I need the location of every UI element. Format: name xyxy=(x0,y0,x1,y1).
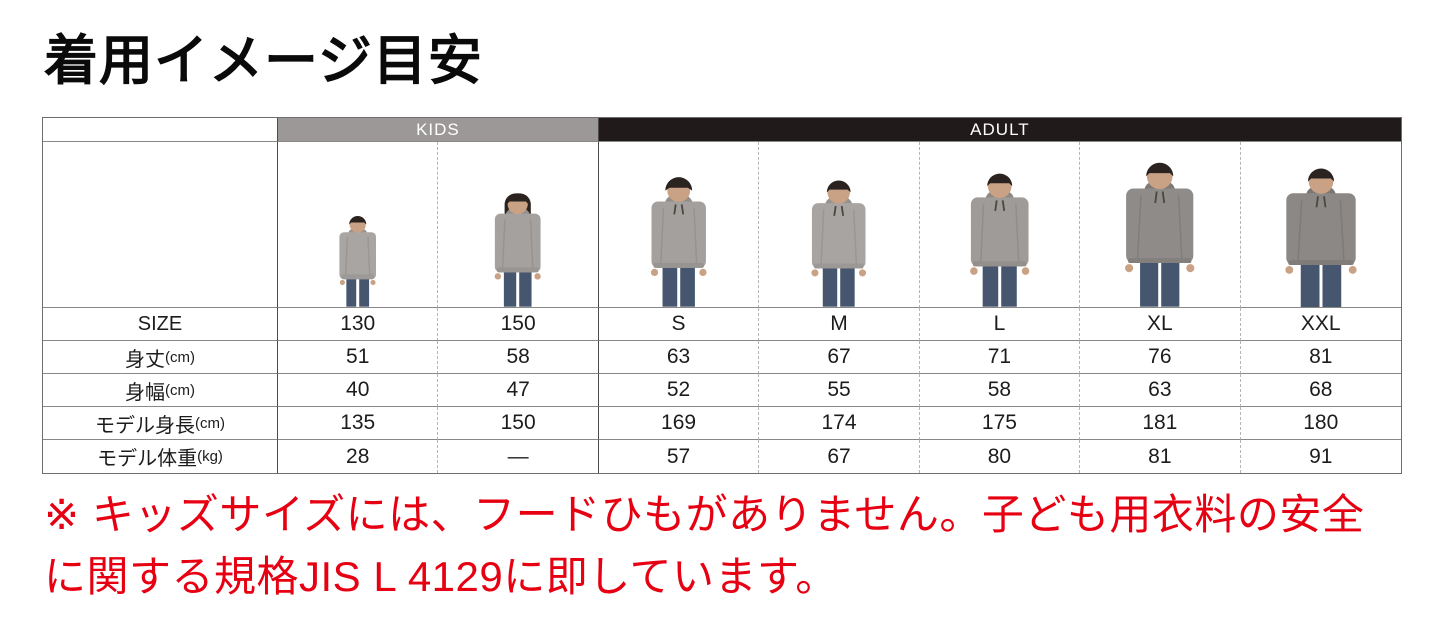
size-value-cell: S xyxy=(598,308,760,341)
size-value-cell: XL xyxy=(1080,308,1241,341)
size-value-cell: XXL xyxy=(1240,308,1401,341)
measurement-value-cell: 40 xyxy=(278,374,439,407)
group-label: KIDS xyxy=(416,119,460,139)
row-label-3: モデル身長 (cm) xyxy=(43,407,278,440)
note-line: ※ キッズサイズには、フードひもがありません。子ども用衣料の安全 xyxy=(44,491,1365,538)
measurement-value-cell: 57 xyxy=(598,440,760,473)
row-label-1: 身丈 (cm) xyxy=(43,341,278,374)
measurement-value-cell: 55 xyxy=(759,374,920,407)
measurement-value-cell: 47 xyxy=(438,374,599,407)
measurement-value-cell: 135 xyxy=(278,407,439,440)
measurement-value-cell: 180 xyxy=(1240,407,1401,440)
size-value-cell: L xyxy=(919,308,1081,341)
measurement-value-cell: 58 xyxy=(438,341,599,374)
measurement-value-cell: 150 xyxy=(438,407,599,440)
measurement-value-cell: 76 xyxy=(1080,341,1241,374)
measurement-value-cell: 81 xyxy=(1080,440,1241,473)
measurement-value-cell: 81 xyxy=(1240,341,1401,374)
row-label-2: 身幅 (cm) xyxy=(43,374,278,407)
model-photo-s xyxy=(598,142,760,308)
measurement-value-cell: 63 xyxy=(598,341,760,374)
row-label-unit: (cm) xyxy=(195,414,225,432)
person-figure-svg xyxy=(495,193,542,307)
kids-safety-note: ※ キッズサイズには、フードひもがありません。子ども用衣料の安全 に関する規格JI… xyxy=(44,484,1414,608)
table-corner-cell xyxy=(43,118,278,142)
measurement-value-cell: 67 xyxy=(759,440,920,473)
size-chart-table: KIDS ADULT SIZE 130 150 S M L XL XXL 身丈 (cm) 51 58 63 6… xyxy=(42,117,1402,474)
measurement-value-cell: 51 xyxy=(278,341,439,374)
person-figure-svg xyxy=(650,177,707,307)
measurement-value-cell: 58 xyxy=(919,374,1081,407)
size-value-cell: 150 xyxy=(438,308,599,341)
measurement-value-cell: 175 xyxy=(919,407,1081,440)
measurement-value-cell: 52 xyxy=(598,374,760,407)
model-photo-xxl xyxy=(1240,142,1401,308)
group-label: ADULT xyxy=(970,119,1030,139)
person-figure-svg xyxy=(1285,168,1357,307)
measurement-value-cell: 80 xyxy=(919,440,1081,473)
model-photo-130 xyxy=(278,142,439,308)
model-photo-150 xyxy=(438,142,599,308)
row-label-text: SIZE xyxy=(137,312,183,335)
row-label-text: モデル身長 xyxy=(95,414,195,437)
row-label-text: 身丈 xyxy=(125,348,165,371)
row-label-text: モデル体重 xyxy=(97,448,198,470)
measurement-value-cell: 169 xyxy=(598,407,760,440)
row-label-4: モデル体重 (kg) xyxy=(43,440,278,473)
person-figure-svg xyxy=(969,173,1030,307)
measurement-value-cell: 67 xyxy=(759,341,920,374)
model-photo-xl xyxy=(1080,142,1241,308)
size-value-cell: 130 xyxy=(278,308,439,341)
row-label-0: SIZE xyxy=(43,308,278,341)
measurement-value-cell: 71 xyxy=(919,341,1081,374)
person-figure-svg xyxy=(339,216,376,307)
row-label-unit: (kg) xyxy=(197,448,223,465)
model-photo-m xyxy=(759,142,920,308)
measurement-value-cell: 63 xyxy=(1080,374,1241,407)
page-title: 着用イメージ目安 xyxy=(44,31,483,91)
row-label-unit: (cm) xyxy=(165,381,195,399)
measurement-value-cell: — xyxy=(438,440,599,473)
row-label-text: 身幅 xyxy=(125,381,165,404)
photo-row-label-cell xyxy=(43,142,278,308)
measurement-value-cell: 91 xyxy=(1240,440,1401,473)
note-line: に関する規格JIS L 4129に即しています。 xyxy=(44,553,838,600)
person-figure-svg xyxy=(1125,162,1195,307)
measurement-value-cell: 68 xyxy=(1240,374,1401,407)
group-header-adult: ADULT xyxy=(598,118,1401,142)
row-label-unit: (cm) xyxy=(165,348,195,366)
measurement-value-cell: 174 xyxy=(759,407,920,440)
measurement-value-cell: 181 xyxy=(1080,407,1241,440)
size-value-cell: M xyxy=(759,308,920,341)
measurement-value-cell: 28 xyxy=(278,440,439,473)
model-photo-l xyxy=(919,142,1081,308)
group-header-kids: KIDS xyxy=(278,118,599,142)
person-figure-svg xyxy=(811,180,867,307)
